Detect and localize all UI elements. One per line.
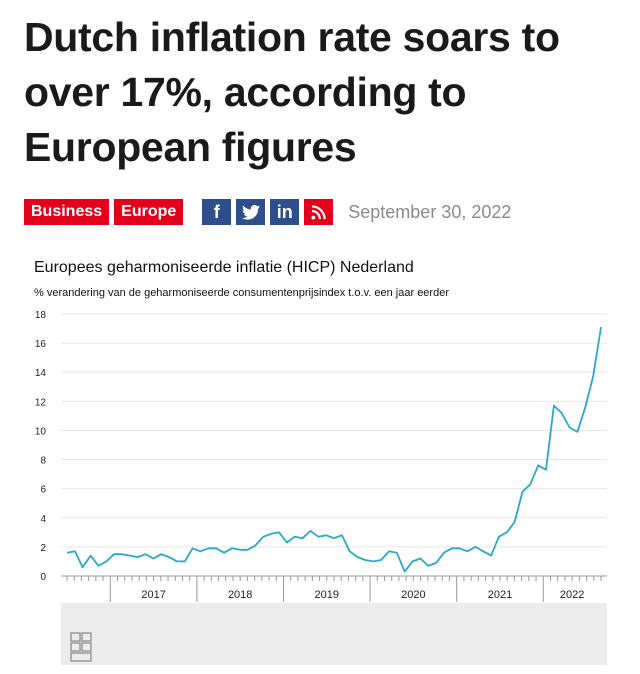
facebook-icon: f [213,201,220,222]
y-tick-label: 16 [35,339,47,350]
x-tick-label: 2020 [401,589,425,601]
article-headline: Dutch inflation rate soars to over 17%, … [24,14,560,170]
x-tick-label: 2017 [141,589,165,601]
rss-icon [311,204,326,220]
chart-title: Europees geharmoniseerde inflatie (HICP)… [34,259,414,276]
cbs-logo-icon [70,632,92,662]
x-tick-label: 2019 [315,589,339,601]
linkedin-share-button[interactable]: in [270,199,300,225]
publish-date: September 30, 2022 [348,201,512,222]
tag-europe[interactable]: Europe [114,199,184,225]
y-tick-label: 0 [40,572,46,583]
series-line [66,326,602,573]
linkedin-icon: in [276,201,293,222]
x-tick-label: 2018 [228,589,252,601]
x-tick-label: 2022 [560,589,584,601]
y-tick-label: 2 [40,543,46,554]
tag-business[interactable]: Business [24,199,110,225]
rss-button[interactable] [304,199,334,225]
twitter-icon [241,204,260,220]
chart-subtitle: % verandering van de geharmoniseerde con… [34,287,449,299]
y-tick-label: 12 [35,397,47,408]
y-tick-label: 6 [40,485,46,496]
y-tick-label: 4 [40,514,46,525]
y-tick-label: 10 [35,426,47,437]
y-tick-label: 8 [40,456,46,467]
y-tick-label: 14 [35,368,47,379]
y-tick-label: 18 [35,310,47,321]
chart-footer-band [61,603,607,665]
article-meta: Business Europe f in September 30, 2022 [24,198,511,226]
x-tick-label: 2021 [488,589,512,601]
facebook-share-button[interactable]: f [202,199,232,225]
twitter-share-button[interactable] [236,199,266,225]
